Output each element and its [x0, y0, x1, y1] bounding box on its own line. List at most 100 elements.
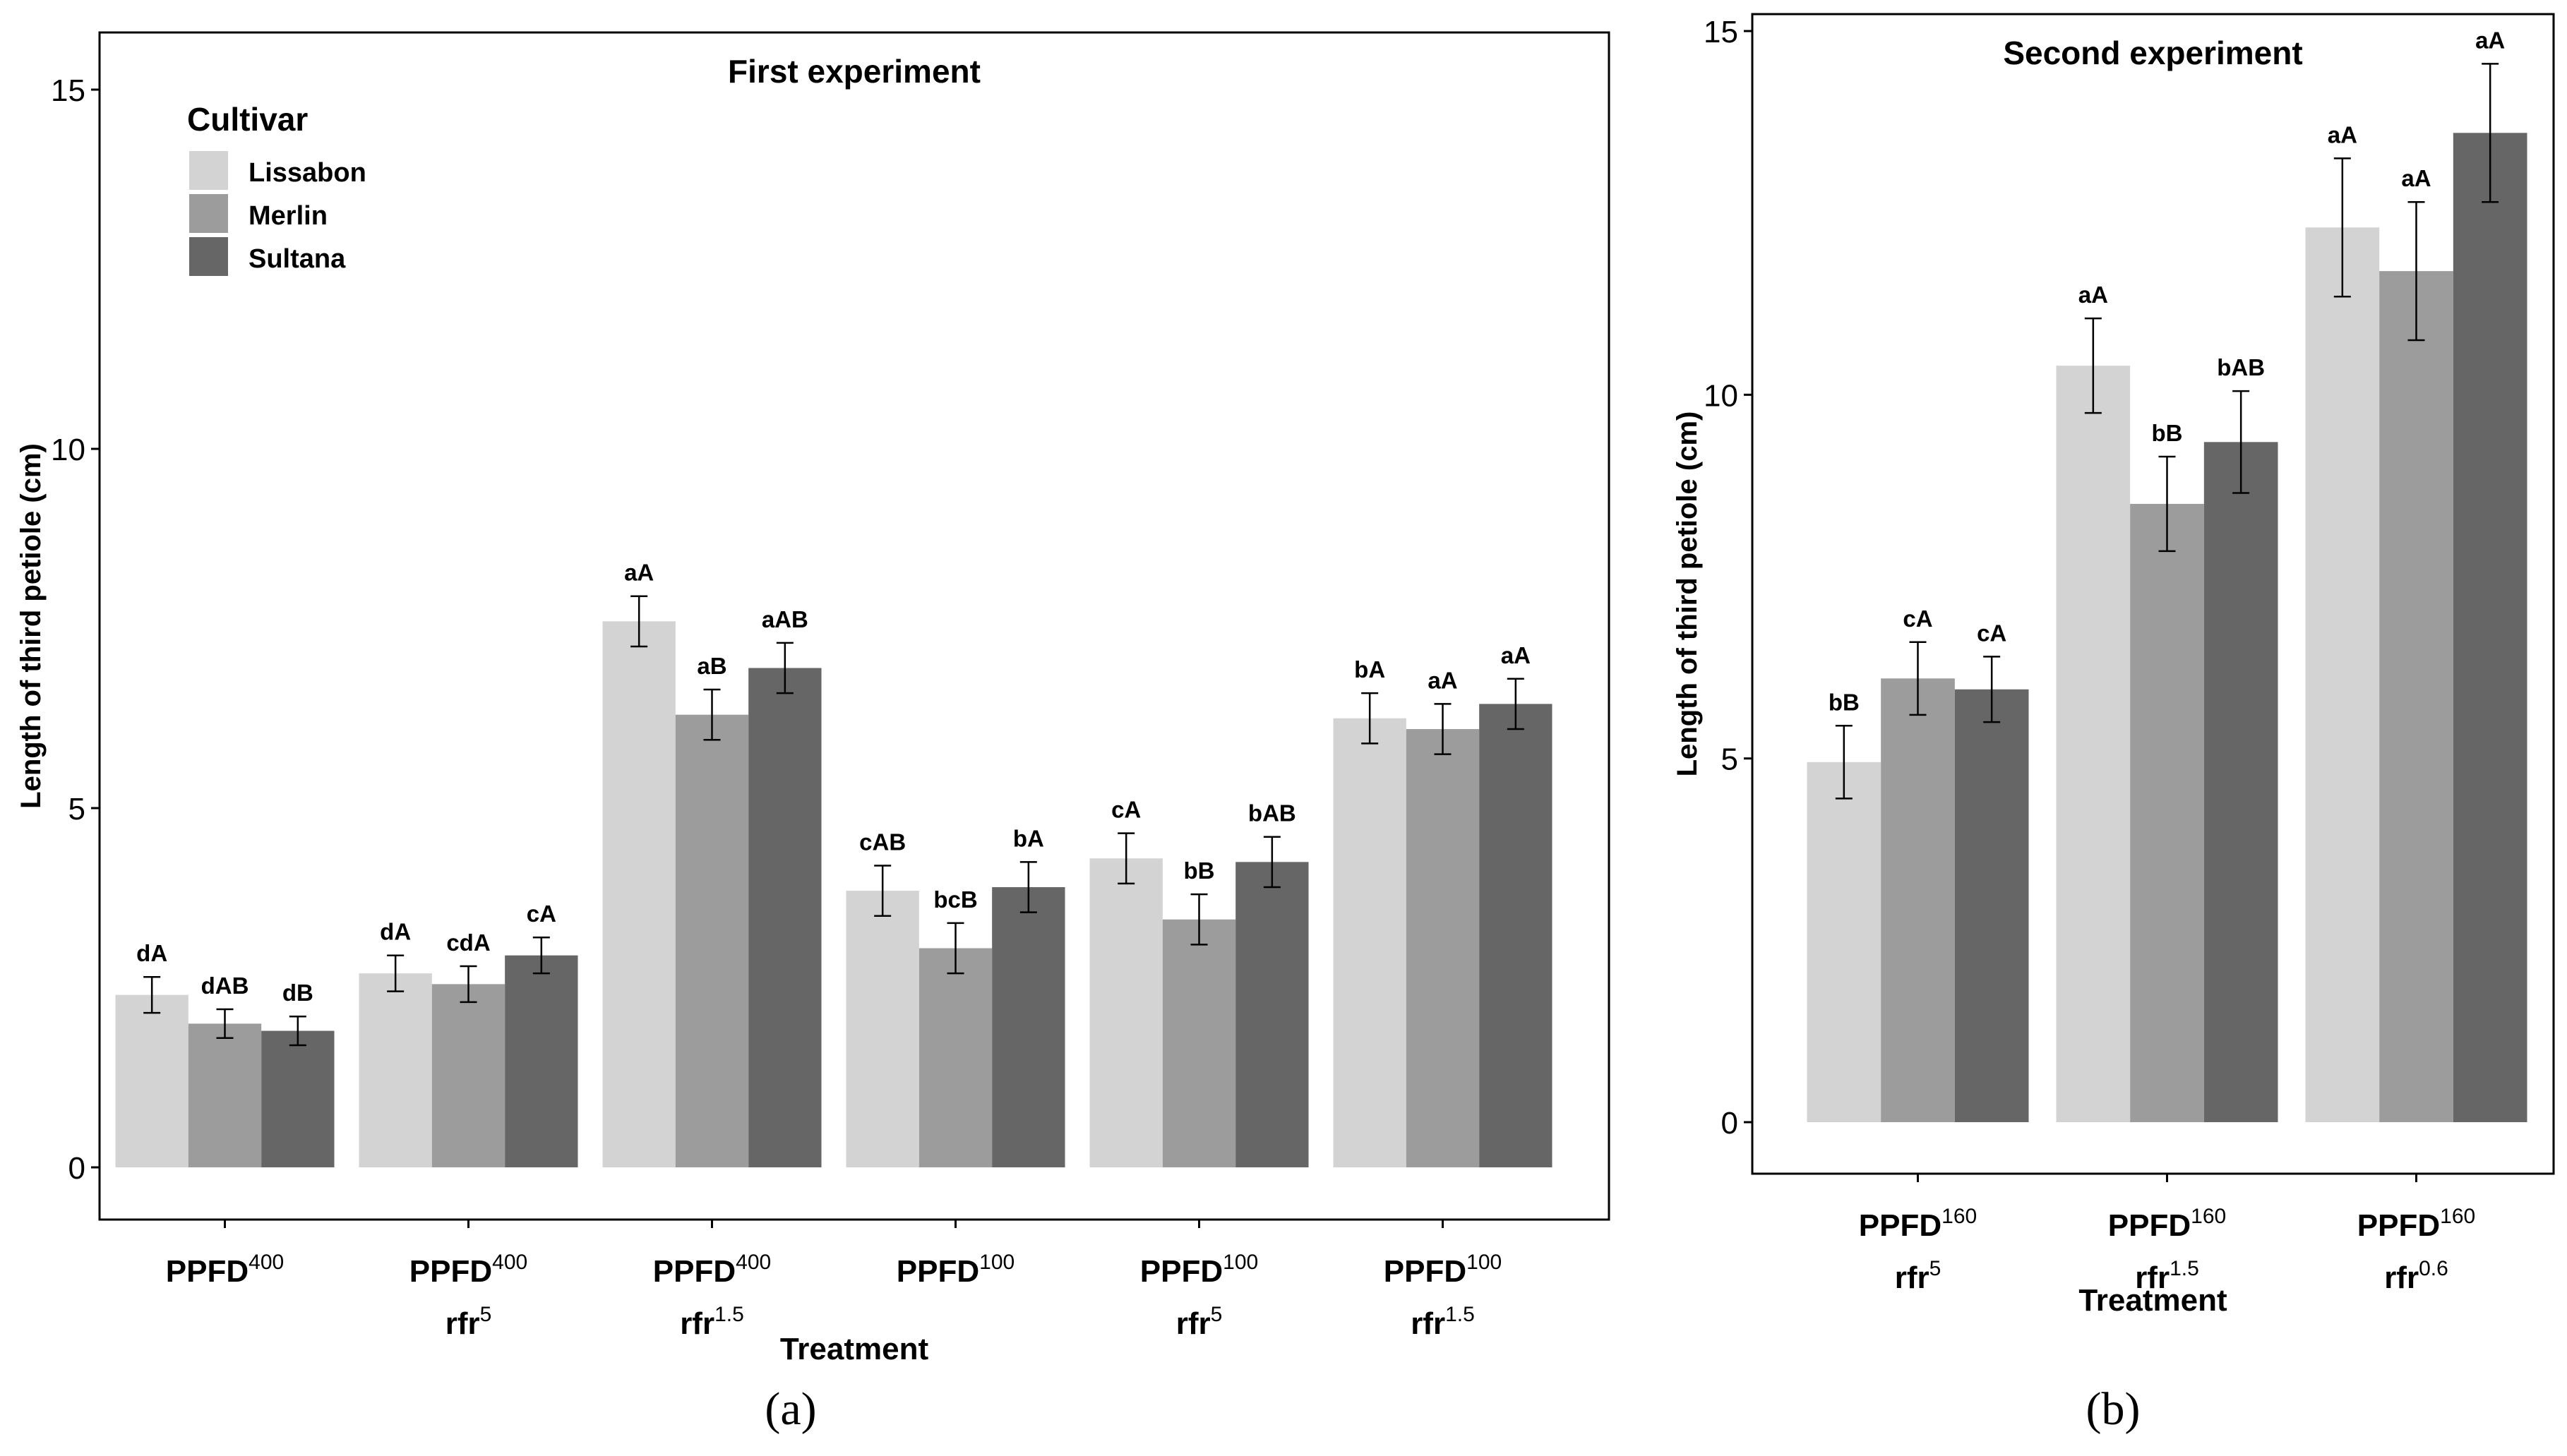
bar-sultana-6: [1479, 704, 1552, 1167]
bar-label: bAB: [2217, 354, 2265, 380]
chart-title: First experiment: [728, 53, 981, 90]
x-tick-label: PPFD100: [897, 1251, 1015, 1289]
bar-label: bcB: [933, 886, 977, 913]
x-tick-label-line2: rfr1.5: [680, 1303, 744, 1341]
bar-lissabon-2: [359, 973, 432, 1167]
bar-merlin-6: [1406, 729, 1480, 1167]
y-tick-label: 10: [1704, 378, 1738, 413]
x-tick-label-main: rfr: [2135, 1261, 2170, 1295]
bar-label: bA: [1013, 825, 1044, 851]
x-tick-label-line2: rfr1.5: [1411, 1303, 1475, 1341]
captions: (a) (b): [765, 1383, 2140, 1435]
legend: Cultivar Lissabon Merlin Sultana: [187, 101, 366, 276]
bar-label: dB: [282, 980, 313, 1006]
y-axis-title: Length of third petiole (cm): [16, 443, 47, 809]
legend-swatch-merlin: [189, 194, 228, 233]
bar-sultana-1: [261, 1030, 335, 1167]
x-tick-label-main: rfr: [1895, 1261, 1929, 1295]
bar-label: cA: [1903, 606, 1932, 632]
bar-lissabon-4: [846, 891, 919, 1167]
y-tick-label: 0: [1721, 1106, 1738, 1141]
bar-label: bA: [1354, 656, 1385, 682]
x-axis-title: Treatment: [2078, 1283, 2227, 1318]
bar-label: cA: [1977, 620, 2006, 646]
x-tick-label-sup: 400: [249, 1251, 284, 1274]
x-tick-label-sup: 5: [1211, 1303, 1223, 1326]
chart-title: Second experiment: [2003, 35, 2302, 71]
bar-sultana-3: [748, 668, 822, 1167]
bar-label: bB: [1184, 858, 1215, 884]
bar-merlin-1: [1881, 678, 1955, 1122]
bar-label: aA: [624, 560, 654, 586]
bar-label: aA: [2078, 282, 2108, 308]
x-tick-label-main: rfr: [2384, 1261, 2419, 1295]
x-tick-label-line2: rfr5: [1895, 1257, 1941, 1295]
x-tick-label-line2: rfr5: [1176, 1303, 1223, 1341]
bar-label: aA: [1428, 667, 1457, 693]
bar-lissabon-2: [2056, 366, 2131, 1122]
caption-a: (a): [765, 1383, 816, 1435]
bar-label: bB: [2152, 420, 2183, 446]
bar-label: aAB: [762, 606, 808, 632]
legend-swatch-lissabon: [189, 151, 228, 190]
chart-second-experiment: Second experiment 0 5 10 15 Length of third p…: [1672, 13, 2555, 1318]
x-tick-label-sup: 100: [979, 1251, 1015, 1274]
x-tick-label-sup: 160: [1941, 1205, 1977, 1228]
x-tick-label-sup: 160: [2191, 1205, 2226, 1228]
x-tick-label: PPFD160: [2357, 1205, 2475, 1243]
bar-lissabon-1: [1807, 762, 1881, 1122]
x-tick-label-main: PPFD: [1140, 1254, 1223, 1289]
x-tick-label-main: PPFD: [166, 1254, 249, 1289]
x-tick-label: PPFD400: [653, 1251, 771, 1289]
x-tick-label-sup: 160: [2440, 1205, 2475, 1228]
bar-merlin-4: [919, 948, 993, 1167]
x-tick-label-line2: rfr0.6: [2384, 1257, 2448, 1295]
bar-label: aA: [2328, 121, 2357, 148]
bar-label: aA: [2401, 165, 2431, 191]
x-tick-label-main: rfr: [680, 1306, 714, 1341]
x-tick-label-main: PPFD: [2108, 1208, 2191, 1243]
bar-label: cA: [527, 901, 556, 927]
x-tick-label-main: PPFD: [1859, 1208, 1941, 1243]
x-tick-label-main: PPFD: [2357, 1208, 2440, 1243]
x-tick-label-sup: 0.6: [2419, 1257, 2448, 1280]
bar-lissabon-3: [2305, 227, 2380, 1122]
bar-lissabon-5: [1089, 858, 1163, 1167]
bar-lissabon-1: [115, 994, 189, 1167]
y-axis-title: Length of third petiole (cm): [1672, 411, 1703, 777]
y-tick-label: 5: [68, 792, 85, 826]
bar-label: aB: [697, 653, 726, 679]
x-tick-label-line2: rfr1.5: [2135, 1257, 2199, 1295]
bar-sultana-4: [992, 886, 1065, 1167]
bar-merlin-3: [2379, 271, 2453, 1122]
x-tick-label-sup: 1.5: [714, 1303, 744, 1326]
bar-label: aA: [2475, 27, 2505, 53]
x-tick-label-sup: 400: [492, 1251, 527, 1274]
x-tick-label-sup: 100: [1223, 1251, 1258, 1274]
x-tick-label: PPFD100: [1384, 1251, 1502, 1289]
plot-panel: [1751, 13, 2555, 1175]
bar-merlin-5: [1162, 919, 1236, 1167]
y-tick-label: 5: [1721, 742, 1738, 777]
x-tick-label: PPFD160: [1859, 1205, 1977, 1243]
bar-merlin-2: [2130, 503, 2204, 1122]
legend-label: Merlin: [249, 201, 328, 231]
x-tick-label: PPFD100: [1140, 1251, 1258, 1289]
x-tick-label-sup: 400: [736, 1251, 771, 1274]
bar-sultana-3: [2453, 133, 2527, 1122]
bar-label: dA: [136, 940, 167, 966]
bar-sultana-2: [505, 955, 578, 1167]
bar-label: cA: [1111, 797, 1141, 823]
y-tick-label: 15: [51, 73, 85, 108]
bar-label: dA: [380, 919, 411, 945]
x-tick-label-main: PPFD: [653, 1254, 736, 1289]
x-tick-label-line2: rfr5: [445, 1303, 492, 1341]
bar-label: dAB: [201, 973, 249, 999]
x-tick-label-sup: 5: [1929, 1257, 1941, 1280]
bar-label: cAB: [859, 829, 906, 855]
x-tick-label-sup: 5: [480, 1303, 492, 1326]
legend-title: Cultivar: [187, 101, 308, 138]
x-tick-label-main: rfr: [1411, 1306, 1445, 1341]
x-tick-label-sup: 100: [1466, 1251, 1502, 1274]
